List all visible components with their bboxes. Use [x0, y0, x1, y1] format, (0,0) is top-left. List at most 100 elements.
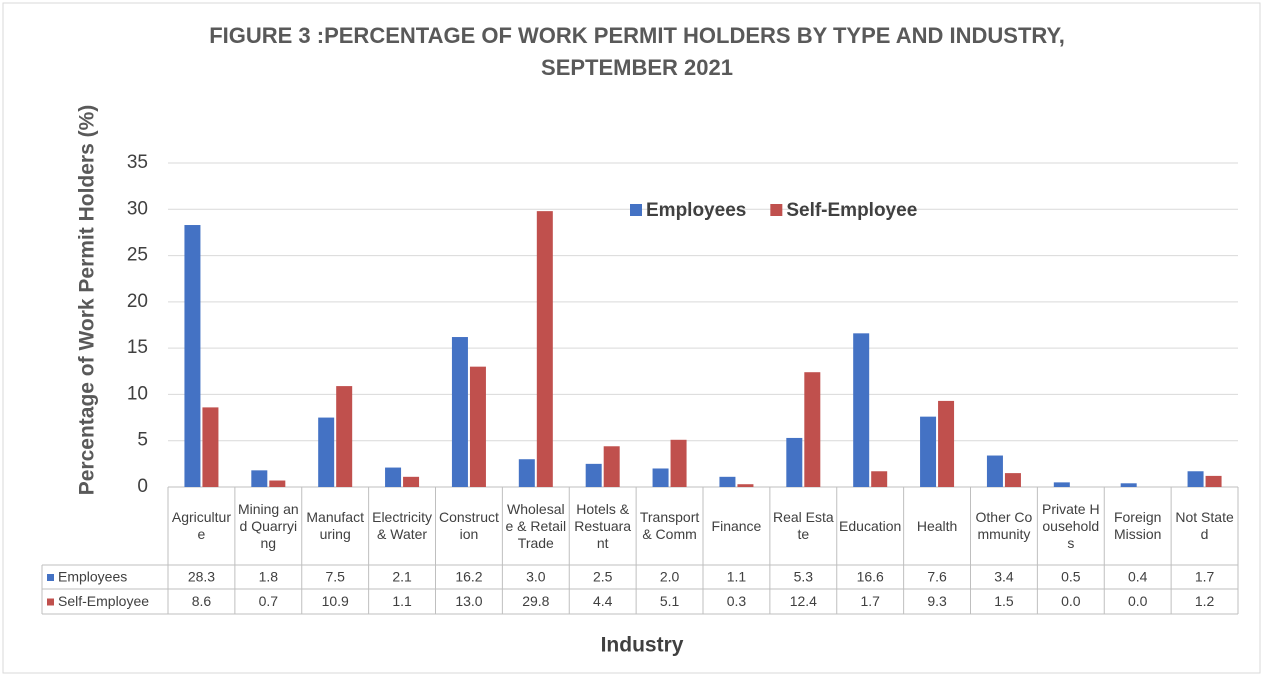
bar [938, 400, 955, 487]
table-value: 0.0 [1128, 593, 1148, 609]
bar [1120, 483, 1137, 487]
table-value: 8.6 [192, 593, 212, 609]
table-value: 2.0 [660, 569, 680, 585]
table-value: 2.1 [392, 569, 412, 585]
table-value: 29.8 [522, 593, 549, 609]
x-tick-label: Hotels & Restuarant [574, 500, 632, 551]
x-tick-label-box: Finance [711, 517, 762, 534]
table-value: 1.7 [1195, 569, 1215, 585]
chart-title: FIGURE 3 :PERCENTAGE OF WORK PERMIT HOLD… [209, 23, 1065, 80]
bar [269, 480, 286, 487]
x-tick-label-box: Not Stated [1175, 509, 1234, 542]
y-tick-label: 0 [137, 476, 148, 497]
table-value: 12.4 [790, 593, 817, 609]
legend-key [770, 204, 783, 216]
bar [585, 463, 602, 487]
table-value: 5.1 [660, 593, 680, 609]
x-tick-label: Not Stated [1175, 509, 1234, 542]
table-value: 7.5 [325, 569, 345, 585]
bar [853, 333, 870, 487]
x-tick-label-box: Private Households [1042, 500, 1100, 551]
y-tick-label: 15 [127, 337, 148, 358]
table-value: 0.0 [1061, 593, 1081, 609]
bar [1004, 473, 1021, 487]
bar [469, 366, 486, 487]
bar [336, 386, 353, 487]
x-tick-label-box: Wholesale & Retail Trade [505, 500, 567, 551]
x-tick-label-box: Mining and Quarrying [237, 500, 299, 551]
bar [719, 476, 736, 487]
x-tick-label-box: Foreign Mission [1113, 509, 1162, 542]
bar [202, 407, 219, 487]
bar [318, 417, 335, 487]
table-value: 1.5 [994, 593, 1014, 609]
x-tick-label: Wholesale & Retail Trade [505, 500, 567, 551]
bar [385, 467, 402, 487]
x-tick-label: Real Estate [772, 509, 834, 542]
table-value: 7.6 [927, 569, 947, 585]
x-tick-label: Transport & Comm [639, 509, 700, 542]
x-tick-label: Foreign Mission [1113, 509, 1162, 542]
y-tick-label: 35 [127, 152, 148, 173]
x-tick-label: Private Households [1042, 500, 1100, 551]
x-tick-label: Construction [438, 509, 499, 542]
x-tick-label-box: Real Estate [772, 509, 834, 542]
legend-key [630, 204, 642, 216]
y-tick-label: 30 [127, 198, 148, 219]
x-tick-label-box: Education [839, 518, 901, 534]
x-tick-label-box: Manufacturing [306, 509, 364, 542]
x-tick-label-box: Transport & Comm [639, 509, 700, 542]
legend-label: Self-Employee [786, 200, 917, 221]
table-value: 0.7 [259, 593, 279, 609]
x-axis-label: Industry [601, 634, 684, 657]
x-tick-label: Health [916, 517, 958, 534]
legend-label: Employees [646, 200, 746, 221]
x-tick-label-box: Health [916, 517, 958, 534]
bar [986, 455, 1003, 487]
bar [1205, 475, 1222, 487]
bar [786, 437, 803, 487]
table-value: 1.1 [727, 569, 747, 585]
x-tick-label-box: Agriculture [171, 509, 231, 542]
bar [804, 372, 821, 487]
bar [1187, 471, 1204, 487]
bar [403, 476, 420, 487]
table-value: 1.7 [860, 593, 880, 609]
x-tick-label: Mining and Quarrying [237, 500, 299, 551]
y-tick-label: 5 [137, 430, 148, 451]
table-value: 28.3 [188, 569, 215, 585]
bar [871, 471, 888, 487]
table-value: 16.2 [455, 569, 482, 585]
x-tick-label-box: Construction [438, 509, 499, 542]
x-tick-label: Finance [711, 517, 762, 534]
table-value: 1.8 [259, 569, 279, 585]
table-value: 2.5 [593, 569, 613, 585]
table-value: 9.3 [927, 593, 947, 609]
y-tick-label: 20 [127, 291, 148, 312]
table-value: 0.4 [1128, 569, 1148, 585]
x-tick-label: Electricity & Water [372, 509, 433, 542]
bar [1053, 482, 1070, 487]
table-value: 0.5 [1061, 569, 1081, 585]
bar [184, 225, 201, 487]
bar [920, 416, 937, 487]
bar [737, 484, 754, 487]
bar [536, 211, 553, 487]
table-value: 1.1 [392, 593, 412, 609]
table-value: 0.3 [727, 593, 747, 609]
bar [670, 439, 687, 487]
table-legend-key [47, 574, 54, 581]
table-value: 16.6 [857, 569, 884, 585]
table-series-name: Employees [58, 569, 127, 585]
x-tick-label-box: Other Community [976, 509, 1033, 542]
x-tick-label: Agriculture [171, 509, 231, 542]
table-value: 5.3 [794, 569, 814, 585]
x-tick-label: Manufacturing [306, 509, 364, 542]
table-value: 3.0 [526, 569, 546, 585]
bar [603, 446, 620, 487]
bar [251, 470, 268, 487]
bar [652, 468, 669, 487]
table-series-name: Self-Employee [58, 593, 149, 609]
